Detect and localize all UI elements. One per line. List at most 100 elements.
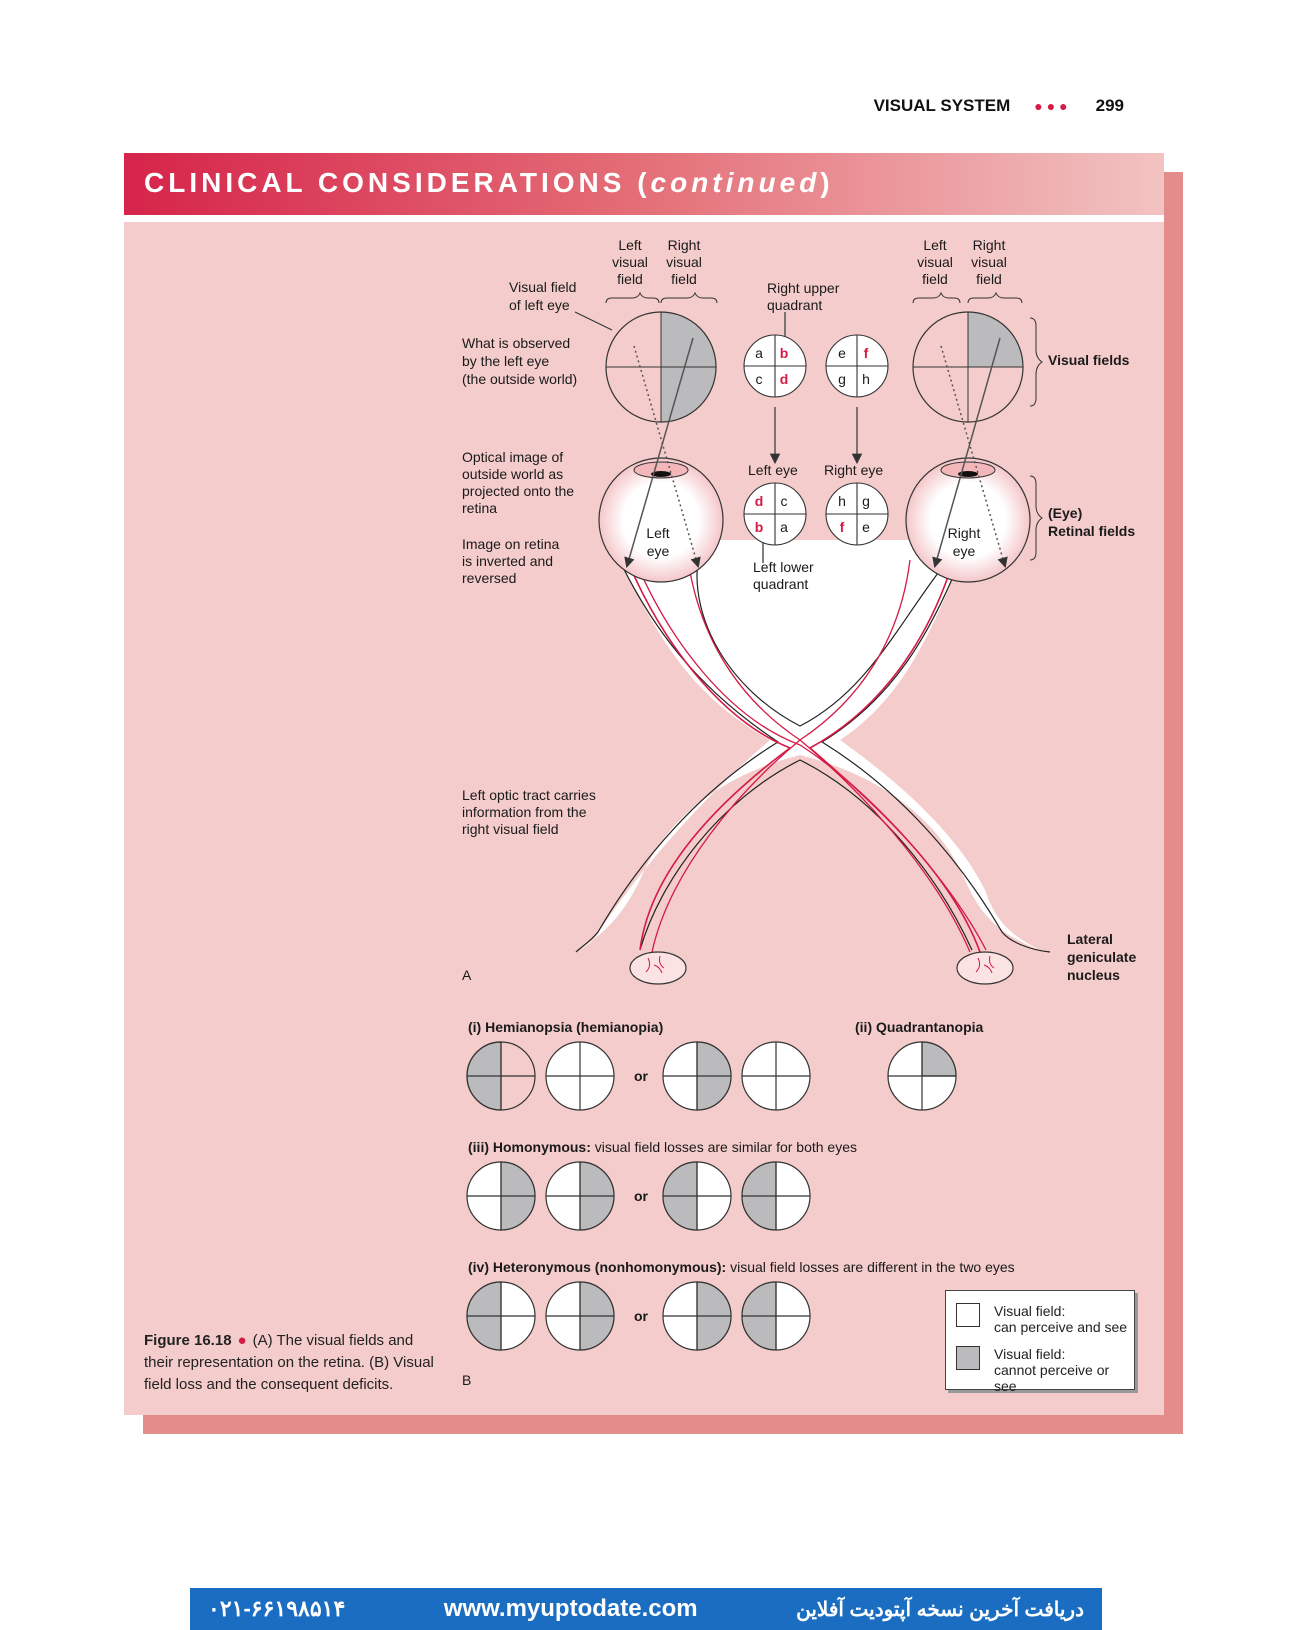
svg-text:Optical image of: Optical image of	[462, 449, 563, 465]
deficit-circles	[466, 1041, 957, 1351]
svg-text:projected onto the: projected onto the	[462, 483, 574, 499]
footer-banner[interactable]: ۰۲۱-۶۶۱۹۸۵۱۴ www.myuptodate.com دریافت آ…	[190, 1588, 1102, 1630]
legend-can: Visual field: can perceive and see	[956, 1303, 1127, 1335]
svg-text:What is observed: What is observed	[462, 335, 570, 351]
section-banner: CLINICAL CONSIDERATIONS (continued)	[124, 153, 1164, 215]
right-visual-field-circle	[912, 311, 1024, 423]
svg-text:visual: visual	[666, 254, 702, 270]
svg-text:(Eye): (Eye)	[1048, 505, 1082, 521]
svg-text:h: h	[838, 493, 846, 509]
svg-text:visual: visual	[917, 254, 953, 270]
svg-text:d: d	[780, 371, 789, 387]
svg-text:h: h	[862, 371, 870, 387]
field-braces	[574, 291, 1043, 561]
running-header: VISUAL SYSTEM ●●● 299	[874, 96, 1124, 116]
svg-text:Right upper: Right upper	[767, 280, 840, 296]
svg-text:Image on retina: Image on retina	[462, 536, 559, 552]
figure-caption: Figure 16.18 ● (A) The visual fields and t…	[144, 1332, 434, 1393]
svg-text:Left lower: Left lower	[753, 559, 814, 575]
svg-text:(the outside world): (the outside world)	[462, 371, 577, 387]
svg-text:field: field	[922, 271, 948, 287]
footer-url[interactable]: www.myuptodate.com	[443, 1595, 698, 1622]
svg-text:f: f	[840, 519, 845, 535]
svg-text:field: field	[617, 271, 643, 287]
right-lgn	[956, 951, 1014, 985]
svg-text:Left eye: Left eye	[748, 462, 798, 478]
left-lgn	[629, 951, 687, 985]
svg-text:Visual field: Visual field	[509, 279, 576, 295]
svg-text:e: e	[838, 345, 846, 361]
svg-text:by the left eye: by the left eye	[462, 353, 549, 369]
svg-text:information from the: information from the	[462, 804, 587, 820]
svg-text:visual: visual	[971, 254, 1007, 270]
section-title: VISUAL SYSTEM	[873, 96, 1011, 115]
svg-text:retina: retina	[462, 500, 497, 516]
quadrant-letters: a b c d e f g h d c b a h g f e	[755, 345, 870, 535]
svg-text:(ii) Quadrantanopia: (ii) Quadrantanopia	[855, 1019, 984, 1035]
svg-text:eye: eye	[647, 543, 670, 559]
white-swatch	[956, 1303, 980, 1327]
svg-text:or: or	[634, 1068, 649, 1084]
svg-text:quadrant: quadrant	[767, 297, 822, 313]
svg-text:eye: eye	[953, 543, 976, 559]
footer-phone: ۰۲۱-۶۶۱۹۸۵۱۴	[208, 1596, 346, 1621]
footer-persian-text: دریافت آخرین نسخه آپتودیت آفلاین	[796, 1598, 1084, 1621]
svg-text:(i) Hemianopsia (hemianopia): (i) Hemianopsia (hemianopia)	[468, 1019, 663, 1035]
svg-text:a: a	[780, 519, 788, 535]
left-visual-field-circle	[605, 311, 717, 423]
figure-label: Figure 16.18	[144, 1332, 232, 1349]
part-b-labels: (i) Hemianopsia (hemianopia) (ii) Quadra…	[462, 1019, 1015, 1388]
svg-text:field: field	[976, 271, 1002, 287]
svg-text:e: e	[862, 519, 870, 535]
svg-text:Right: Right	[948, 525, 981, 541]
svg-text:or: or	[634, 1308, 649, 1324]
svg-text:Left: Left	[923, 237, 946, 253]
svg-text:d: d	[755, 493, 764, 509]
svg-text:visual: visual	[612, 254, 648, 270]
svg-text:Left: Left	[646, 525, 669, 541]
svg-text:Right: Right	[973, 237, 1006, 253]
header-dots: ●●●	[1034, 98, 1072, 114]
svg-text:(iii) Homonymous: visual field: (iii) Homonymous: visual field losses ar…	[468, 1139, 857, 1155]
svg-text:Retinal fields: Retinal fields	[1048, 523, 1135, 539]
banner-title: CLINICAL CONSIDERATIONS (continued)	[144, 167, 834, 198]
svg-text:a: a	[755, 345, 763, 361]
svg-text:field: field	[671, 271, 697, 287]
svg-text:(iv) Heteronymous (nonhomonymo: (iv) Heteronymous (nonhomonymous): visua…	[468, 1259, 1015, 1275]
svg-text:Lateral: Lateral	[1067, 931, 1113, 947]
svg-text:g: g	[838, 371, 846, 387]
svg-text:Right eye: Right eye	[824, 462, 883, 478]
svg-text:b: b	[780, 345, 789, 361]
svg-text:reversed: reversed	[462, 570, 516, 586]
svg-text:right visual field: right visual field	[462, 821, 559, 837]
projection-rays	[624, 312, 1008, 569]
svg-text:c: c	[781, 493, 788, 509]
svg-text:f: f	[864, 345, 869, 361]
svg-text:Right: Right	[668, 237, 701, 253]
svg-text:B: B	[462, 1372, 471, 1388]
svg-text:of left eye: of left eye	[509, 297, 570, 313]
part-a-labels: Left visual field Right visual field Lef…	[462, 237, 1136, 983]
svg-text:or: or	[634, 1188, 649, 1204]
svg-text:nucleus: nucleus	[1067, 967, 1120, 983]
svg-text:quadrant: quadrant	[753, 576, 808, 592]
gray-swatch	[956, 1346, 980, 1370]
svg-text:Left optic tract carries: Left optic tract carries	[462, 787, 596, 803]
svg-text:Visual fields: Visual fields	[1048, 352, 1130, 368]
optic-pathway	[575, 457, 1051, 985]
svg-text:outside world as: outside world as	[462, 466, 563, 482]
legend-cannot: Visual field: cannot perceive or see	[956, 1346, 1134, 1394]
svg-text:b: b	[755, 519, 764, 535]
svg-text:Left: Left	[618, 237, 641, 253]
page-number: 299	[1095, 96, 1124, 115]
svg-text:geniculate: geniculate	[1067, 949, 1136, 965]
banner-divider	[124, 215, 1164, 222]
svg-text:g: g	[862, 493, 870, 509]
caption-text: (A) The visual fields and their represen…	[144, 1332, 434, 1393]
quadrant-circles	[743, 334, 889, 546]
svg-text:c: c	[756, 371, 763, 387]
svg-text:is inverted and: is inverted and	[462, 553, 553, 569]
legend: Visual field: can perceive and see Visual…	[945, 1290, 1135, 1394]
svg-text:A: A	[462, 967, 472, 983]
